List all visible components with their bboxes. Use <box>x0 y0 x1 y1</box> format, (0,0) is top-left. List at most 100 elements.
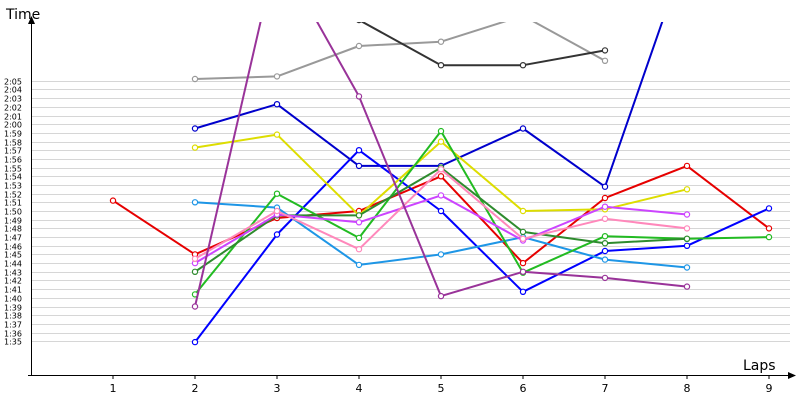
data-point <box>437 192 445 199</box>
y-tick-label: 1:38 <box>4 312 22 321</box>
data-point <box>437 292 445 300</box>
y-tick-label: 1:57 <box>4 147 22 156</box>
y-tick-label: 1:49 <box>4 217 22 226</box>
y-tick-label: 2:04 <box>4 86 22 95</box>
y-axis-arrow <box>28 16 35 24</box>
data-point <box>355 42 363 50</box>
y-tick-label: 2:03 <box>4 95 22 104</box>
series-5 <box>191 146 773 346</box>
y-tick-label: 1:56 <box>4 156 22 165</box>
y-tick-label: 1:35 <box>4 338 22 347</box>
x-tick-label: 1 <box>110 382 117 395</box>
data-point <box>765 233 773 241</box>
x-tick-label: 4 <box>356 382 363 395</box>
y-tick-label: 1:39 <box>4 304 22 313</box>
data-point <box>683 186 691 193</box>
data-point <box>355 234 363 242</box>
y-tick-label: 2:05 <box>4 78 22 87</box>
data-point <box>765 205 773 212</box>
axes <box>28 16 796 379</box>
data-point <box>191 268 199 275</box>
x-axis-label: Laps <box>743 358 776 374</box>
y-tick-label: 2:02 <box>4 104 22 113</box>
data-point <box>519 228 527 236</box>
data-point <box>273 190 281 197</box>
data-point <box>273 207 281 215</box>
y-tick-label: 1:42 <box>4 277 22 286</box>
y-tick-label: 1:37 <box>4 321 22 330</box>
y-tick-label: 1:54 <box>4 173 22 182</box>
data-point <box>601 215 609 222</box>
series-layer <box>109 13 773 346</box>
y-tick-label: 1:48 <box>4 225 22 234</box>
data-point <box>601 203 609 210</box>
data-point <box>683 264 691 271</box>
data-point <box>683 211 691 218</box>
data-point <box>601 57 609 65</box>
series-3 <box>356 22 609 69</box>
data-point <box>191 144 199 151</box>
data-point <box>437 38 445 45</box>
y-tick-label: 1:53 <box>4 182 22 191</box>
data-point <box>273 100 281 108</box>
data-point <box>683 235 691 242</box>
data-point <box>601 239 609 247</box>
data-point <box>519 207 527 215</box>
y-axis-label: Time <box>5 7 40 23</box>
data-point <box>355 212 363 219</box>
y-tick-label: 1:51 <box>4 199 22 208</box>
series-line <box>360 22 606 67</box>
y-tick-label: 1:58 <box>4 139 22 148</box>
data-point <box>355 219 363 226</box>
series-2 <box>191 13 609 83</box>
x-tick-labels: 1 2 3 4 5 6 7 8 9 <box>110 375 773 395</box>
data-point <box>191 303 199 310</box>
data-point <box>519 259 527 267</box>
y-tick-label: 1:50 <box>4 208 22 217</box>
data-point <box>765 225 773 232</box>
data-point <box>683 225 691 232</box>
data-point <box>519 125 527 132</box>
data-point <box>191 199 199 206</box>
data-point <box>191 338 199 346</box>
data-point <box>273 73 281 80</box>
y-tick-label: 1:52 <box>4 191 22 200</box>
data-point <box>683 242 691 249</box>
series-10 <box>191 192 691 267</box>
x-tick-label: 7 <box>602 382 609 395</box>
x-tick-label: 8 <box>684 382 691 395</box>
data-point <box>437 207 445 215</box>
y-tick-label: 1:55 <box>4 165 22 174</box>
data-point <box>355 261 363 269</box>
data-point <box>601 183 609 190</box>
y-tick-label: 1:44 <box>4 260 22 269</box>
data-point <box>356 22 362 24</box>
data-point <box>273 131 281 138</box>
x-tick-label: 5 <box>438 382 445 395</box>
data-point <box>355 245 363 253</box>
data-point <box>520 13 525 18</box>
data-point <box>519 61 527 69</box>
data-point <box>191 255 199 262</box>
x-axis-arrow <box>788 372 796 379</box>
series-11 <box>191 166 691 262</box>
data-point <box>273 231 281 238</box>
y-tick-label: 1:36 <box>4 330 22 339</box>
y-tick-label: 1:41 <box>4 286 22 295</box>
series-line <box>194 22 606 80</box>
data-point <box>191 75 199 83</box>
data-point <box>519 288 527 295</box>
data-point <box>683 162 691 170</box>
y-tick-label: 1:40 <box>4 295 22 304</box>
data-point <box>437 173 445 180</box>
data-point <box>355 162 363 170</box>
data-point <box>355 93 363 100</box>
data-point <box>601 274 609 282</box>
data-point <box>601 256 609 263</box>
series-12 <box>191 22 691 310</box>
data-point <box>437 127 445 135</box>
x-tick-label: 9 <box>766 382 773 395</box>
y-tick-label: 1:46 <box>4 243 22 252</box>
data-point <box>437 166 445 173</box>
